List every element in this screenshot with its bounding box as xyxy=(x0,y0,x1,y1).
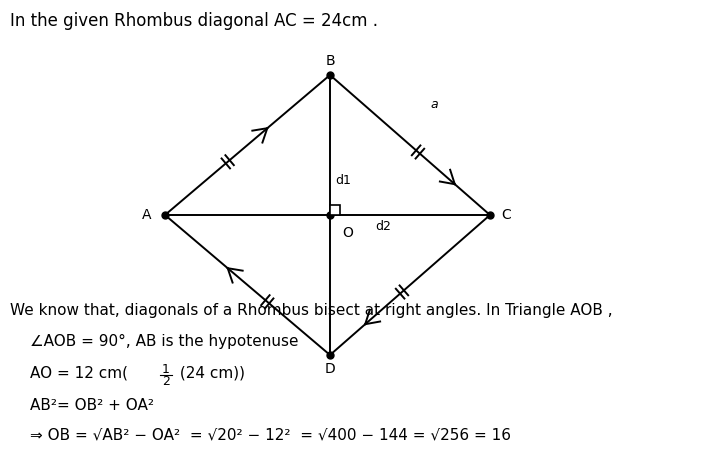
Text: a: a xyxy=(430,98,438,111)
Text: AB²= OB² + OA²: AB²= OB² + OA² xyxy=(30,398,154,413)
Text: 2: 2 xyxy=(162,375,170,388)
Text: AO = 12 cm(: AO = 12 cm( xyxy=(30,366,128,381)
Text: (24 cm)): (24 cm)) xyxy=(175,366,245,381)
Text: D: D xyxy=(325,362,335,376)
Text: d2: d2 xyxy=(375,221,391,234)
Text: In the given Rhombus diagonal AC = 24cm .: In the given Rhombus diagonal AC = 24cm … xyxy=(10,12,378,30)
Text: O: O xyxy=(342,226,353,240)
Text: A: A xyxy=(142,208,152,222)
Text: C: C xyxy=(501,208,511,222)
Text: ⇒ OB = √AB² − OA²  = √20² − 12²  = √400 − 144 = √256 = 16: ⇒ OB = √AB² − OA² = √20² − 12² = √400 − … xyxy=(30,427,511,442)
Text: ∠AOB = 90°, AB is the hypotenuse: ∠AOB = 90°, AB is the hypotenuse xyxy=(30,334,299,349)
Text: We know that, diagonals of a Rhombus bisect at right angles. In Triangle AOB ,: We know that, diagonals of a Rhombus bis… xyxy=(10,303,613,318)
Text: 1: 1 xyxy=(162,363,170,376)
Text: B: B xyxy=(325,54,335,68)
Bar xyxy=(330,205,340,215)
Text: d1: d1 xyxy=(335,174,351,187)
